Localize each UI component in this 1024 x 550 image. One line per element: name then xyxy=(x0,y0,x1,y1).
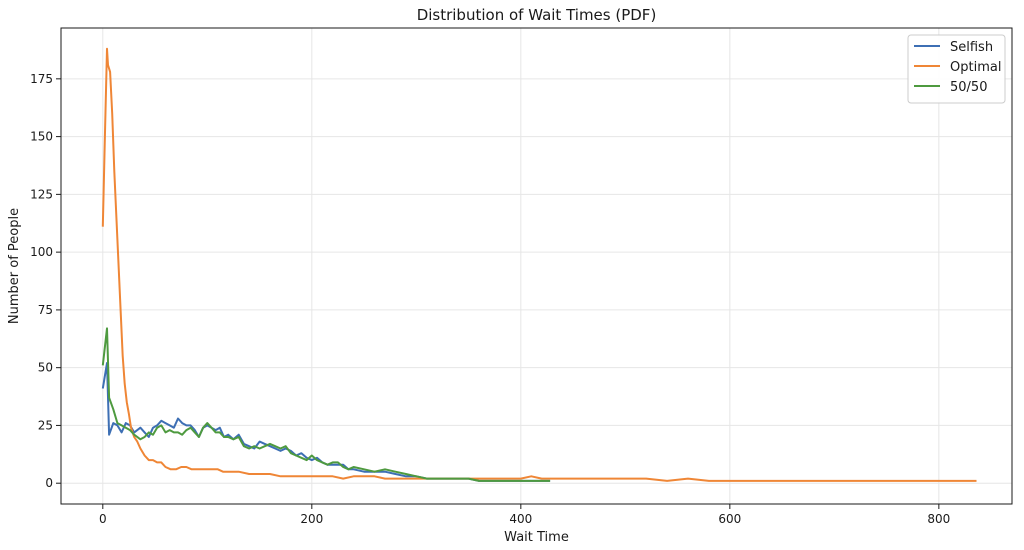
x-tick-label: 0 xyxy=(99,512,107,526)
legend-label-selfish: Selfish xyxy=(950,40,993,55)
tick-layer: 0 200 400 600 800 0 25 50 75 100 125 150 175 xyxy=(30,72,950,526)
y-tick-label: 0 xyxy=(45,476,53,490)
series-line-optimal xyxy=(101,47,977,482)
y-tick-label: 125 xyxy=(30,187,53,201)
y-tick-label: 175 xyxy=(30,72,53,86)
legend: Selfish Optimal 50/50 xyxy=(907,34,1006,104)
grid-layer xyxy=(61,28,1012,504)
y-tick-label: 25 xyxy=(38,418,53,432)
plot-background xyxy=(61,28,1012,504)
series-line-50-50 xyxy=(101,327,551,482)
x-axis-label: Wait Time xyxy=(504,530,569,545)
plot-frame xyxy=(60,27,1013,505)
legend-label-optimal: Optimal xyxy=(950,60,1001,75)
y-tick-label: 150 xyxy=(30,130,53,144)
y-tick-label: 50 xyxy=(38,361,53,375)
y-axis-label: Number of People xyxy=(7,208,22,324)
legend-label-50-50: 50/50 xyxy=(950,80,987,95)
x-tick-label: 600 xyxy=(718,512,741,526)
y-tick-label: 75 xyxy=(38,303,53,317)
y-tick-label: 100 xyxy=(30,245,53,259)
x-tick-label: 800 xyxy=(927,512,950,526)
chart-title: Distribution of Wait Times (PDF) xyxy=(417,6,657,24)
x-tick-label: 200 xyxy=(300,512,323,526)
x-tick-label: 400 xyxy=(509,512,532,526)
series-layer xyxy=(101,47,977,482)
